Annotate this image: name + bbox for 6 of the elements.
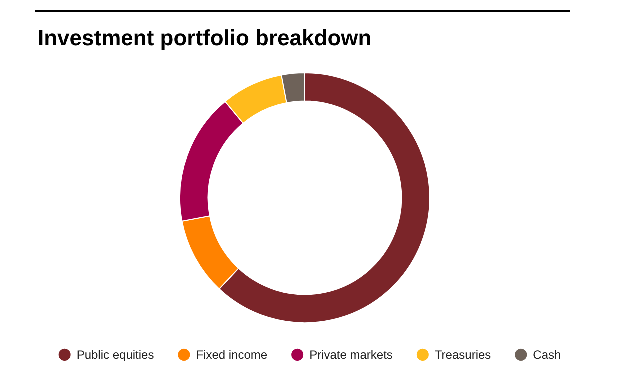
legend-label: Cash (533, 348, 562, 362)
legend-label: Treasuries (434, 348, 492, 362)
chart-title: Investment portfolio breakdown (38, 26, 372, 50)
legend-label: Private markets (310, 348, 393, 362)
legend-label: Public equities (76, 348, 154, 362)
legend-label: Fixed income (196, 348, 268, 362)
